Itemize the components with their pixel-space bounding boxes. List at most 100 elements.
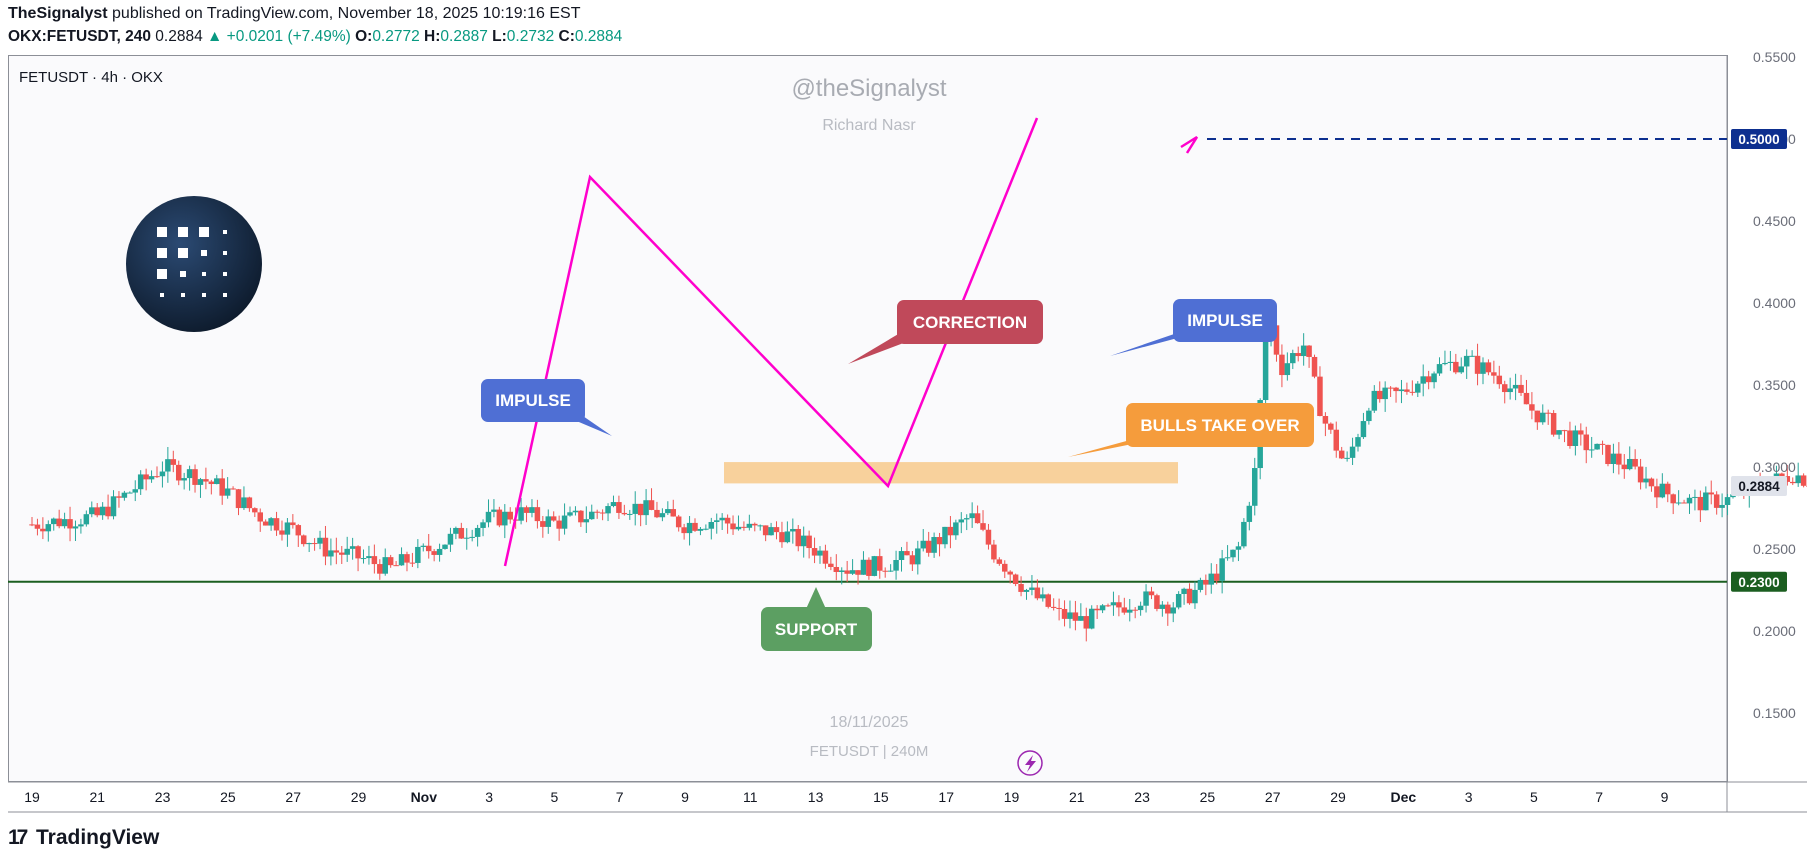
candle-body bbox=[947, 526, 954, 536]
candle-body bbox=[1056, 607, 1062, 609]
candle-body bbox=[1415, 383, 1421, 393]
candle-body bbox=[1512, 384, 1519, 389]
candle-body bbox=[719, 517, 725, 521]
annotation-bulls-take-over[interactable]: BULLS TAKE OVER bbox=[1068, 403, 1314, 457]
candle-body bbox=[1518, 384, 1524, 393]
lightning-icon[interactable] bbox=[1017, 750, 1043, 776]
candle-body bbox=[1241, 521, 1247, 547]
candle-body bbox=[1012, 574, 1019, 585]
candle-body bbox=[121, 492, 128, 498]
candle-body bbox=[599, 512, 606, 514]
annotation-support[interactable]: SUPPORT bbox=[761, 587, 872, 651]
time-axis[interactable]: 19 21 23 25 27 29 Nov 3 5 7 9 11 13 15 17 19 21 23 25 27 29 D… bbox=[24, 789, 1668, 805]
candle-body bbox=[1360, 421, 1367, 438]
candle-body bbox=[893, 560, 899, 571]
logo-dot bbox=[157, 269, 167, 279]
time-tick-label: 29 bbox=[351, 789, 367, 805]
low-value: 0.2732 bbox=[506, 28, 555, 45]
candle-body bbox=[344, 548, 350, 555]
candle-body bbox=[1230, 549, 1236, 558]
candle-body bbox=[1447, 361, 1454, 363]
time-tick-label: 7 bbox=[1595, 789, 1603, 805]
candle-body bbox=[1355, 437, 1361, 447]
resistance-zone[interactable] bbox=[724, 462, 1178, 484]
logo-dot bbox=[160, 293, 164, 297]
candle-body bbox=[632, 503, 638, 514]
annotation-correction[interactable]: CORRECTION bbox=[848, 300, 1043, 364]
candle-body bbox=[1404, 389, 1410, 392]
time-tick-label: 19 bbox=[1004, 789, 1020, 805]
candle-body bbox=[1578, 430, 1584, 435]
candle-body bbox=[817, 550, 823, 556]
publisher-name[interactable]: TheSignalyst bbox=[8, 5, 108, 22]
candle-body bbox=[1540, 412, 1546, 423]
candle-body bbox=[855, 570, 861, 575]
candle-body bbox=[1670, 494, 1676, 504]
target-badge: 0.5000 bbox=[1738, 132, 1779, 147]
candle-body bbox=[436, 548, 443, 555]
tradingview-brand: TradingView bbox=[36, 826, 160, 849]
candle-body bbox=[1594, 443, 1600, 450]
candle-body bbox=[844, 570, 850, 574]
candle-body bbox=[1186, 588, 1193, 604]
candle-body bbox=[1213, 573, 1220, 581]
chart-frame[interactable] bbox=[8, 55, 1728, 782]
candle-body bbox=[931, 537, 937, 553]
candle-body bbox=[980, 523, 986, 530]
candle-body bbox=[1648, 478, 1655, 487]
candle-body bbox=[99, 506, 106, 516]
time-tick-label: 9 bbox=[681, 789, 689, 805]
candle-body bbox=[1442, 362, 1448, 365]
candle-body bbox=[230, 488, 236, 490]
candle-body bbox=[877, 556, 883, 571]
price-tick-label: 0.4000 bbox=[1753, 295, 1796, 311]
candle-body bbox=[849, 570, 856, 574]
candle-body bbox=[1078, 616, 1084, 621]
candle-body bbox=[735, 526, 742, 530]
candle-body bbox=[83, 514, 90, 525]
candle-body bbox=[1485, 362, 1492, 373]
logo-dot bbox=[223, 251, 227, 255]
candle-body bbox=[165, 459, 171, 472]
candle-body bbox=[284, 522, 291, 535]
candle-body bbox=[45, 524, 52, 532]
candle-body bbox=[1333, 429, 1340, 451]
candle-body bbox=[1349, 446, 1356, 458]
candle-body bbox=[1322, 416, 1329, 424]
ohlc-line: OKX:FETUSDT, 240 0.2884 ▲ +0.0201 (+7.49… bbox=[8, 28, 622, 46]
high-label: H: bbox=[424, 28, 441, 45]
annotation-impulse-2[interactable]: IMPULSE bbox=[1110, 299, 1277, 356]
annotation-impulse-1-label: IMPULSE bbox=[495, 391, 571, 410]
time-tick-label: 27 bbox=[285, 789, 301, 805]
candle-body bbox=[311, 543, 318, 545]
candle-body bbox=[159, 471, 166, 477]
time-tick-label: 25 bbox=[220, 789, 236, 805]
tradingview-logo[interactable]: 17 TradingView bbox=[8, 826, 159, 850]
symbol-label: OKX:FETUSDT, 240 bbox=[8, 28, 151, 45]
candle-body bbox=[681, 527, 687, 534]
candle-body bbox=[246, 497, 253, 509]
candle-body bbox=[268, 518, 274, 526]
candle-body bbox=[1192, 589, 1198, 604]
candle-body bbox=[1061, 608, 1068, 619]
candle-body bbox=[1034, 587, 1041, 599]
time-tick-label: Nov bbox=[411, 789, 438, 805]
price-axis[interactable]: 0.55000.50000.45000.40000.35000.30000.25… bbox=[1753, 49, 1796, 721]
candle-body bbox=[1545, 412, 1551, 414]
candle-body bbox=[1094, 608, 1100, 611]
candle-body bbox=[594, 511, 600, 513]
candle-body bbox=[1366, 410, 1372, 422]
candle-body bbox=[1148, 591, 1155, 596]
candle-body bbox=[442, 544, 448, 549]
candle-body bbox=[355, 546, 361, 559]
candle-body bbox=[898, 551, 905, 561]
annotation-impulse-1[interactable]: IMPULSE bbox=[481, 379, 612, 436]
candle-body bbox=[1550, 413, 1557, 435]
candle-body bbox=[203, 479, 209, 482]
candle-body bbox=[572, 510, 579, 513]
candle-body bbox=[72, 526, 79, 529]
support-badge-bg bbox=[1731, 571, 1787, 592]
candle-body bbox=[1637, 466, 1644, 483]
candle-body bbox=[1116, 602, 1122, 608]
